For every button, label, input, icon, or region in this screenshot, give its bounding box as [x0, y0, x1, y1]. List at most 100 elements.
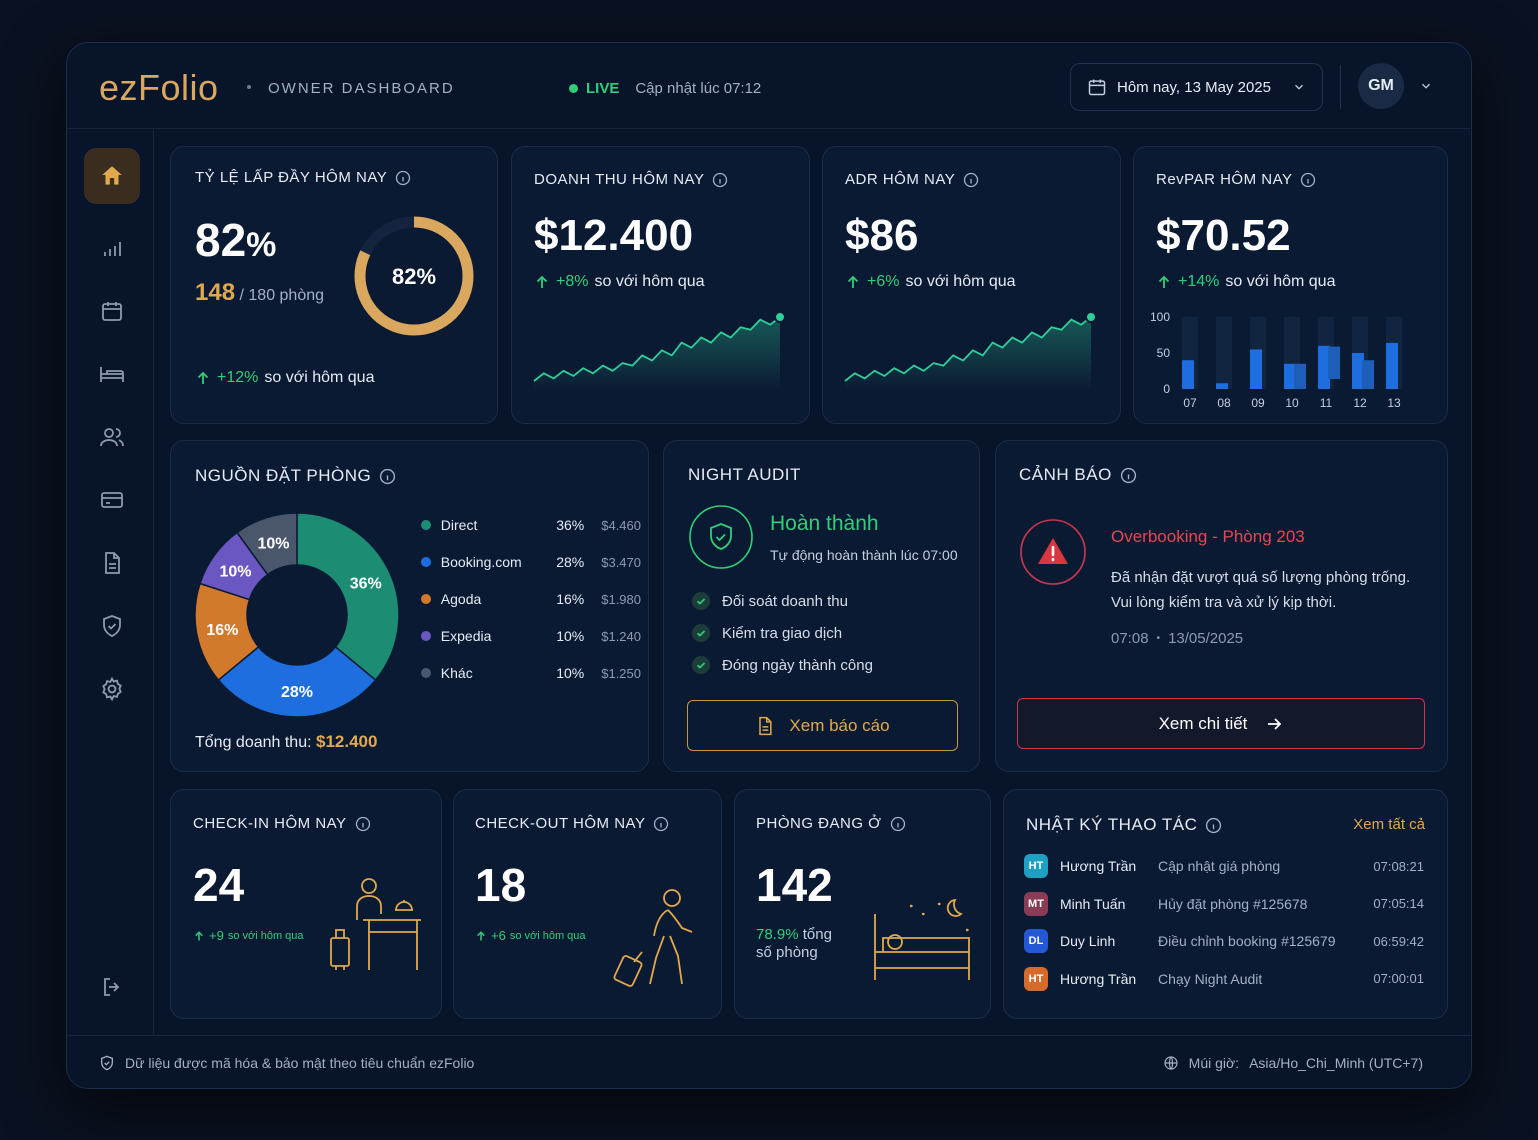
legend-item[interactable]: Khác 10% $1.250 — [421, 663, 641, 683]
occupancy-delta: +12% so với hôm qua — [195, 369, 374, 387]
adr-card: ADR HÔM NAY $86 +6% so với hôm qua — [822, 146, 1121, 424]
alert-time: 07:08 — [1111, 630, 1149, 647]
info-icon[interactable] — [379, 468, 396, 485]
alert-title-text: CẢNH BÁO — [1019, 465, 1112, 484]
info-icon[interactable] — [1205, 817, 1222, 834]
revenue-delta-text: so với hôm qua — [594, 273, 705, 290]
warning-icon — [1038, 538, 1068, 564]
document-icon — [105, 552, 120, 574]
alert-badge — [1020, 519, 1086, 585]
gear-icon — [102, 676, 122, 702]
chevron-down-icon[interactable] — [1419, 79, 1433, 93]
occupancy-ring: 82% — [354, 216, 474, 336]
y-tick-label: 100 — [1150, 310, 1170, 324]
nav-documents[interactable] — [84, 535, 140, 591]
info-icon[interactable] — [890, 816, 906, 832]
rooms-total: / 180 phòng — [239, 287, 325, 304]
nav-home[interactable] — [84, 148, 140, 204]
nav-reports[interactable] — [84, 220, 140, 276]
legend-dot-icon — [421, 557, 431, 567]
adr-delta-text: so với hôm qua — [905, 273, 1016, 290]
revpar-title-text: RevPAR HÔM NAY — [1156, 171, 1293, 188]
nav-logout[interactable] — [84, 959, 140, 1015]
log-action: Cập nhật giá phòng — [1158, 858, 1281, 874]
arrow-up-icon — [536, 275, 548, 288]
nav-guests[interactable] — [84, 409, 140, 465]
log-user-avatar: DL — [1024, 929, 1048, 953]
inhouse-pct-text: tổng — [802, 926, 832, 943]
legend-item[interactable]: Expedia 10% $1.240 — [421, 626, 641, 646]
legend-item[interactable]: Direct 36% $4.460 — [421, 515, 641, 535]
sidebar — [67, 129, 154, 1035]
revenue-delta: +8% so với hôm qua — [534, 273, 705, 291]
date-picker[interactable]: Hôm nay, 13 May 2025 — [1070, 63, 1323, 111]
nav-settings[interactable] — [84, 661, 140, 717]
checkout-title: CHECK-OUT HÔM NAY — [475, 815, 669, 832]
inhouse-pct-text: số phòng — [756, 944, 818, 961]
view-details-label: Xem chi tiết — [1158, 713, 1248, 733]
info-icon[interactable] — [355, 816, 371, 832]
calendar-icon — [102, 302, 122, 321]
donut-slice[interactable] — [217, 645, 377, 718]
checkout-delta: +6 so với hôm qua — [475, 928, 586, 943]
nav-calendar[interactable] — [84, 283, 140, 339]
log-row[interactable]: DL Duy Linh Điều chỉnh booking #125679 06:5… — [1024, 928, 1424, 954]
users-icon — [100, 428, 124, 447]
legend-percent: 10% — [556, 665, 585, 681]
timezone-value: Asia/Ho_Chi_Minh (UTC+7) — [1249, 1055, 1423, 1071]
revenue-card: DOANH THU HÔM NAY $12.400 +8% so với hôm… — [511, 146, 810, 424]
donut-slice[interactable] — [296, 512, 400, 682]
log-row[interactable]: HT Hương Trần Cập nhật giá phòng 07:08:21 — [1024, 853, 1424, 879]
total-label: Tổng doanh thu: — [195, 734, 312, 751]
bed-icon — [100, 367, 124, 382]
nav-security[interactable] — [84, 598, 140, 654]
info-icon[interactable] — [1300, 172, 1316, 188]
timezone-label: Múi giờ: — [1188, 1055, 1240, 1071]
app-logo[interactable]: ezFolio — [99, 67, 219, 108]
nav-payments[interactable] — [84, 472, 140, 528]
log-time: 07:08:21 — [1373, 858, 1424, 874]
header-divider — [1340, 65, 1341, 109]
nav-rooms[interactable] — [84, 346, 140, 402]
revpar-bar-chart: 100 50 0 07 08 09 10 11 12 13 — [1150, 310, 1402, 410]
checkout-card: CHECK-OUT HÔM NAY 18 +6 so với hôm qua — [453, 789, 722, 1019]
info-icon[interactable] — [712, 172, 728, 188]
legend-item[interactable]: Booking.com 28% $3.470 — [421, 552, 641, 572]
log-title-text: NHẬT KÝ THAO TÁC — [1026, 815, 1198, 834]
footer: Dữ liệu được mã hóa & bảo mật theo tiêu … — [67, 1035, 1471, 1088]
legend-amount: $4.460 — [601, 517, 641, 533]
checkin-title-text: CHECK-IN HÔM NAY — [193, 815, 347, 832]
donut-slice[interactable] — [235, 512, 298, 576]
audit-check-item: Đóng ngày thành công — [692, 656, 873, 674]
info-icon[interactable] — [395, 170, 411, 186]
info-icon[interactable] — [963, 172, 979, 188]
revpar-delta-text: so với hôm qua — [1225, 273, 1336, 290]
info-icon[interactable] — [653, 816, 669, 832]
view-all-link[interactable]: Xem tất cả — [1353, 816, 1425, 833]
checkout-title-text: CHECK-OUT HÔM NAY — [475, 815, 646, 832]
view-report-button[interactable]: Xem báo cáo — [687, 700, 958, 751]
audit-check-item: Đối soát doanh thu — [692, 592, 848, 610]
sparkline-line — [844, 316, 1092, 382]
log-row[interactable]: HT Hương Trần Chạy Night Audit 07:00:01 — [1024, 966, 1424, 992]
alert-timestamp: 07:08 • 13/05/2025 — [1111, 630, 1243, 647]
log-user-avatar: HT — [1024, 854, 1048, 878]
occupancy-title: TỶ LỆ LẤP ĐẦY HÔM NAY — [195, 169, 411, 186]
log-row[interactable]: MT Minh Tuấn Hủy đặt phòng #125678 07:05:14 — [1024, 891, 1424, 917]
legend-item[interactable]: Agoda 16% $1.980 — [421, 589, 641, 609]
audit-check-label: Kiểm tra giao dịch — [722, 624, 843, 642]
night-audit-card: NIGHT AUDIT Hoàn thành Tự động hoàn thàn… — [663, 440, 980, 772]
revpar-bar — [1250, 349, 1262, 389]
document-icon — [759, 716, 772, 735]
inhouse-pct-value: 78.9% — [756, 926, 799, 943]
dashboard-window: ezFolio OWNER DASHBOARD LIVE Cập nhật lú… — [66, 42, 1472, 1089]
checkin-delta-text: so với hôm qua — [227, 929, 304, 942]
live-dot-icon — [569, 84, 578, 93]
revpar-bar — [1386, 342, 1398, 389]
user-avatar[interactable]: GM — [1358, 63, 1404, 109]
info-icon[interactable] — [1120, 467, 1137, 484]
log-action: Chạy Night Audit — [1158, 970, 1263, 987]
view-details-button[interactable]: Xem chi tiết — [1017, 698, 1425, 749]
inhouse-card: PHÒNG ĐANG Ở 142 78.9% tổng số phòng — [734, 789, 991, 1019]
date-label: Hôm nay, 13 May 2025 — [1117, 78, 1271, 96]
